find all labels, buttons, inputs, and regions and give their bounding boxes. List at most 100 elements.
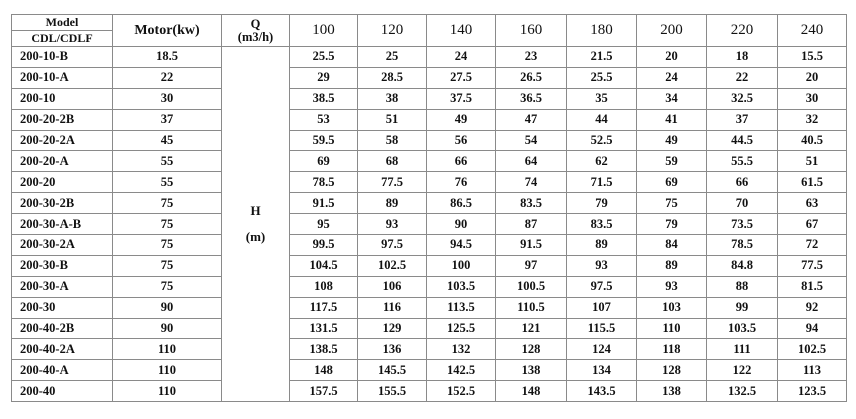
model-cell: 200-30-2A <box>11 234 113 256</box>
head-value-cell: 102.5 <box>777 338 847 361</box>
head-value-cell: 27.5 <box>426 66 496 89</box>
head-value-cell: 15.5 <box>777 46 847 68</box>
head-value-cell: 117.5 <box>289 296 358 319</box>
head-value-cell: 25.5 <box>289 46 358 68</box>
motor-cell: 30 <box>112 87 222 110</box>
header-row: Model CDL/CDLF Motor(kw) Q (m3/h) 100 120… <box>11 14 847 47</box>
head-value-cell: 40.5 <box>777 129 847 152</box>
head-value-cell: 100 <box>426 254 496 277</box>
head-value-cell: 87 <box>495 213 567 236</box>
model-cell: 200-20 <box>11 171 113 194</box>
head-value-cell: 97 <box>495 254 567 277</box>
head-value-cell: 44.5 <box>706 129 778 152</box>
model-cell: 200-30-B <box>11 254 113 277</box>
model-cell: 200-30-2B <box>11 192 113 215</box>
head-value-cell: 145.5 <box>357 359 427 382</box>
model-cell: 200-40-2A <box>11 338 113 361</box>
motor-cell: 55 <box>112 150 222 173</box>
head-value-cell: 142.5 <box>426 359 496 382</box>
head-value-cell: 91.5 <box>289 192 358 215</box>
head-value-cell: 36.5 <box>495 87 567 110</box>
head-value-cell: 25.5 <box>566 66 637 89</box>
head-value-cell: 90 <box>426 213 496 236</box>
motor-cell: 18.5 <box>112 46 222 68</box>
head-value-cell: 95 <box>289 213 358 236</box>
head-value-cell: 28.5 <box>357 66 427 89</box>
pump-performance-table: Model CDL/CDLF Motor(kw) Q (m3/h) 100 120… <box>11 14 847 403</box>
table-row: 200-30-2A 75 99.5 97.5 94.5 91.5 89 84 78.5 72 <box>11 234 847 256</box>
motor-cell: 110 <box>112 338 222 361</box>
head-value-cell: 67 <box>777 213 847 236</box>
head-value-cell: 132.5 <box>706 380 778 403</box>
head-value-cell: 93 <box>566 254 637 277</box>
flow-column-header: 120 <box>357 14 427 47</box>
head-value-cell: 25 <box>357 46 427 68</box>
head-value-cell: 118 <box>636 338 707 361</box>
table-row: 200-40-A 110 148 145.5 142.5 138 134 128 122 113 <box>11 359 847 382</box>
table-row: 200-20-2B 37 53 51 49 47 44 41 37 32 <box>11 108 847 131</box>
h-label: H <box>250 203 261 219</box>
head-value-cell: 69 <box>289 150 358 173</box>
table-row: 200-20 55 78.5 77.5 76 74 71.5 69 66 61.5 <box>11 171 847 194</box>
head-value-cell: 106 <box>357 275 427 298</box>
head-value-cell: 38 <box>357 87 427 110</box>
head-value-cell: 134 <box>566 359 637 382</box>
head-value-cell: 74 <box>495 171 567 194</box>
head-value-cell: 21.5 <box>566 46 637 68</box>
model-cell: 200-20-A <box>11 150 113 173</box>
motor-header: Motor(kw) <box>112 14 222 47</box>
model-cell: 200-20-2A <box>11 129 113 152</box>
head-value-cell: 99.5 <box>289 234 358 256</box>
flow-column-header: 160 <box>495 14 567 47</box>
head-value-cell: 116 <box>357 296 427 319</box>
head-value-cell: 23 <box>495 46 567 68</box>
flow-column-header: 220 <box>706 14 778 47</box>
head-value-cell: 89 <box>636 254 707 277</box>
model-cell: 200-30-A-B <box>11 213 113 236</box>
model-cell: 200-40-A <box>11 359 113 382</box>
head-value-cell: 56 <box>426 129 496 152</box>
motor-cell: 22 <box>112 66 222 89</box>
head-value-cell: 38.5 <box>289 87 358 110</box>
head-value-cell: 123.5 <box>777 380 847 403</box>
head-value-cell: 94.5 <box>426 234 496 256</box>
head-value-cell: 148 <box>495 380 567 403</box>
head-value-cell: 35 <box>566 87 637 110</box>
head-value-cell: 122 <box>706 359 778 382</box>
head-value-cell: 59.5 <box>289 129 358 152</box>
head-value-cell: 24 <box>636 66 707 89</box>
head-value-cell: 24 <box>426 46 496 68</box>
table-row: 200-30-2B 75 91.5 89 86.5 83.5 79 75 70 63 <box>11 192 847 215</box>
head-value-cell: 128 <box>636 359 707 382</box>
head-value-cell: 111 <box>706 338 778 361</box>
head-value-cell: 94 <box>777 317 847 340</box>
head-value-cell: 100.5 <box>495 275 567 298</box>
head-value-cell: 78.5 <box>289 171 358 194</box>
head-value-cell: 108 <box>289 275 358 298</box>
flow-column-header: 100 <box>289 14 358 47</box>
head-value-cell: 44 <box>566 108 637 131</box>
flow-column-header: 180 <box>566 14 637 47</box>
head-value-cell: 32 <box>777 108 847 131</box>
head-value-cell: 103.5 <box>426 275 496 298</box>
head-value-cell: 138 <box>495 359 567 382</box>
head-value-cell: 157.5 <box>289 380 358 403</box>
model-cell: 200-10 <box>11 87 113 110</box>
head-value-cell: 66 <box>706 171 778 194</box>
table-row: 200-20-A 55 69 68 66 64 62 59 55.5 51 <box>11 150 847 173</box>
head-value-cell: 86.5 <box>426 192 496 215</box>
head-value-cell: 55.5 <box>706 150 778 173</box>
table-row: 200-10-B 18.5 H (m) 25.5 25 24 23 21.5 20 18 15.5 <box>11 45 847 403</box>
head-value-cell: 83.5 <box>566 213 637 236</box>
head-value-cell: 121 <box>495 317 567 340</box>
table-row: 200-40-2B 90 131.5 129 125.5 121 115.5 110 103.5… <box>11 317 847 340</box>
head-value-cell: 81.5 <box>777 275 847 298</box>
head-value-cell: 113.5 <box>426 296 496 319</box>
head-value-cell: 113 <box>777 359 847 382</box>
table-row: 200-10 30 38.5 38 37.5 36.5 35 34 32.5 30 <box>11 87 847 110</box>
head-value-cell: 52.5 <box>566 129 637 152</box>
head-value-cell: 49 <box>426 108 496 131</box>
head-value-cell: 93 <box>636 275 707 298</box>
head-value-cell: 138 <box>636 380 707 403</box>
head-value-cell: 129 <box>357 317 427 340</box>
